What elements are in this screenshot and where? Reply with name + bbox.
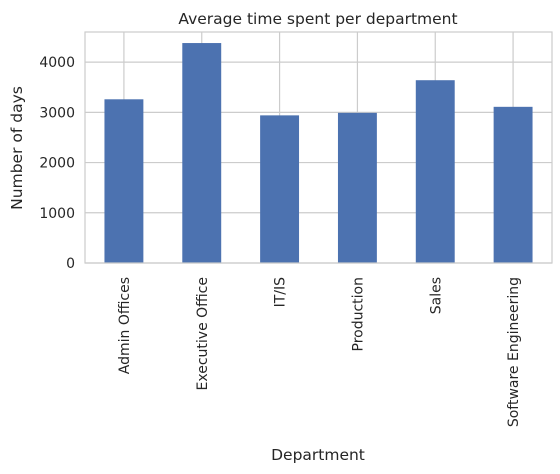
x-axis-label: Department bbox=[271, 446, 365, 464]
plot-background bbox=[85, 32, 552, 263]
bar bbox=[337, 112, 377, 263]
plot-area: 0 1000 2000 3000 4000 Admin Offices Executive … bbox=[39, 31, 553, 427]
y-tick-label: 3000 bbox=[39, 105, 75, 121]
x-tick-label: Admin Offices bbox=[117, 277, 133, 374]
bar bbox=[104, 99, 144, 263]
chart-title: Average time spent per department bbox=[178, 10, 457, 28]
bar bbox=[493, 106, 533, 263]
y-axis-label: Number of days bbox=[8, 86, 26, 210]
y-tick-label: 2000 bbox=[39, 156, 75, 172]
bar bbox=[415, 80, 455, 263]
x-tick-label: Sales bbox=[428, 277, 444, 314]
bar bbox=[260, 115, 300, 263]
x-tick-label: Executive Office bbox=[195, 277, 211, 390]
bar bbox=[182, 43, 222, 264]
x-tick-label: IT/IS bbox=[273, 277, 289, 308]
x-tick-label: Production bbox=[350, 277, 366, 351]
x-tick-label: Software Engineering bbox=[506, 277, 522, 427]
plot-frame bbox=[84, 31, 553, 264]
y-tick-label: 4000 bbox=[39, 55, 75, 71]
y-tick-label: 1000 bbox=[39, 206, 75, 222]
y-tick-label: 0 bbox=[66, 256, 75, 272]
